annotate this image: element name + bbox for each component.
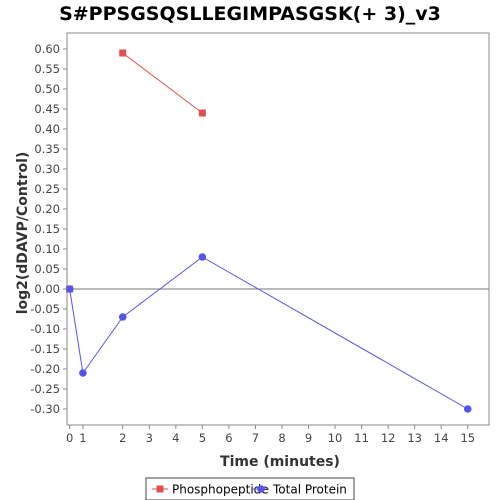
chart-title: S#PPSGSQSLLEGIMPASGSK(+ 3)_v3: [59, 3, 441, 25]
x-tick-label: 0: [66, 431, 73, 445]
x-axis-label: Time (minutes): [220, 454, 340, 470]
legend-marker: [156, 485, 164, 493]
data-point: [119, 49, 127, 57]
x-tick-label: 10: [328, 431, 343, 445]
legend-label: Total Protein: [272, 483, 347, 497]
x-tick-label: 6: [225, 431, 232, 445]
y-tick-label: 0.30: [34, 162, 60, 176]
plot-frame: [66, 32, 490, 426]
y-tick-label: 0.15: [34, 222, 60, 236]
legend-box: [145, 477, 355, 500]
y-tick-label: 0.10: [34, 242, 60, 256]
series-total-protein: [65, 253, 472, 413]
data-point: [198, 253, 207, 261]
y-tick-label: -0.25: [30, 382, 60, 396]
x-tick-label: 5: [199, 431, 206, 445]
y-tick-label: -0.15: [30, 342, 60, 356]
series-line-segment: [122, 52, 203, 114]
y-tick-label: 0.40: [34, 122, 60, 136]
x-tick-label: 11: [354, 431, 369, 445]
x-tick-label: 1: [79, 431, 86, 445]
y-axis-label: log2(dDAVP/Control): [15, 152, 31, 315]
x-tick-label: 2: [119, 431, 126, 445]
legend: Phosphopeptide Total Protein: [145, 477, 355, 500]
y-tick-label: 0.55: [34, 62, 60, 76]
series-line-segment: [69, 288, 84, 374]
data-point: [118, 313, 127, 321]
legend-marker: [257, 485, 265, 493]
x-tick-label: 15: [460, 431, 475, 445]
x-tick-label: 8: [278, 431, 285, 445]
data-point: [198, 109, 206, 117]
plot-area: [65, 32, 490, 426]
x-tick-label: 9: [305, 431, 312, 445]
y-tick-label: 0.05: [34, 262, 60, 276]
x-tick-label: 3: [146, 431, 153, 445]
x-tick-label: 12: [381, 431, 396, 445]
x-tick-label: 7: [252, 431, 259, 445]
x-tick-label: 4: [172, 431, 179, 445]
x-tick-label: 13: [407, 431, 422, 445]
y-tick-label: -0.05: [30, 302, 60, 316]
y-tick-label: -0.10: [30, 322, 60, 336]
data-point: [65, 285, 74, 293]
y-tick-label: 0.20: [34, 202, 60, 216]
y-tick-label: 0.50: [34, 82, 60, 96]
y-tick-label: -0.30: [30, 402, 60, 416]
y-tick-label: 0.00: [34, 282, 60, 296]
series-line-segment: [202, 256, 469, 410]
legend-label: Phosphopeptide: [172, 483, 269, 497]
x-tick-label: 14: [434, 431, 449, 445]
series-line-segment: [122, 256, 203, 318]
y-tick-label: 0.60: [34, 42, 60, 56]
y-tick-label: 0.35: [34, 142, 60, 156]
y-tick-label: 0.45: [34, 102, 60, 116]
series-line-segment: [82, 316, 124, 374]
y-tick-label: -0.20: [30, 362, 60, 376]
data-point: [79, 369, 87, 377]
y-tick-label: 0.25: [34, 182, 60, 196]
data-point: [463, 405, 472, 413]
